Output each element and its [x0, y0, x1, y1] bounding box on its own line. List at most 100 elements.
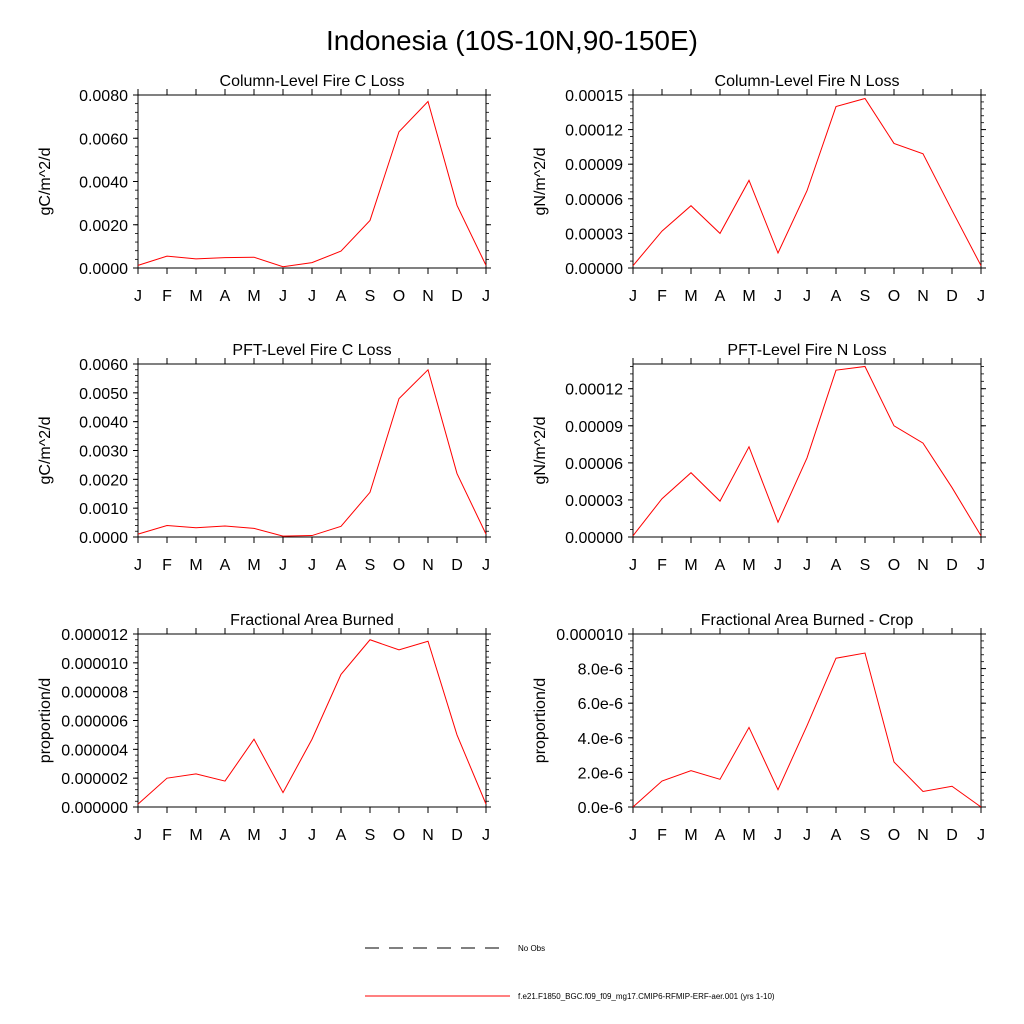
- x-tick-label: S: [365, 288, 376, 305]
- series-line: [632, 652, 982, 808]
- x-tick-label: O: [393, 557, 405, 574]
- x-tick-label: N: [422, 288, 434, 305]
- x-tick-label: A: [831, 288, 842, 305]
- y-tick-label: 2.0e-6: [578, 765, 623, 782]
- x-tick-label: F: [162, 288, 172, 305]
- x-tick-label: J: [482, 557, 490, 574]
- y-tick-label: 0.00006: [565, 456, 623, 473]
- x-tick-label: O: [393, 827, 405, 844]
- x-tick-label: J: [977, 827, 985, 844]
- panel-title: PFT-Level Fire C Loss: [232, 342, 391, 359]
- series-line: [137, 368, 487, 537]
- x-tick-label: D: [946, 827, 958, 844]
- x-tick-label: O: [888, 827, 900, 844]
- panel-title: Fractional Area Burned: [230, 612, 394, 629]
- plot-frame: [632, 633, 982, 808]
- y-axis-label: proportion/d: [37, 678, 54, 763]
- x-tick-label: N: [422, 827, 434, 844]
- y-tick-label: 0.0040: [79, 175, 128, 192]
- x-tick-label: M: [742, 827, 755, 844]
- y-tick-label: 0.0020: [79, 472, 128, 489]
- chart-panel-3: PFT-Level Fire C Loss 0.0000 0.0010 0.0020 0…: [37, 342, 491, 574]
- x-tick-label: J: [134, 288, 142, 305]
- y-tick-label: 0.000006: [61, 714, 128, 731]
- y-tick-label: 0.0060: [79, 357, 128, 374]
- x-tick-label: F: [657, 827, 667, 844]
- plot-frame: [632, 363, 982, 538]
- y-tick-label: 0.00000: [565, 530, 623, 547]
- x-tick-label: S: [860, 827, 871, 844]
- x-tick-label: M: [742, 288, 755, 305]
- y-tick-label: 4.0e-6: [578, 731, 623, 748]
- x-tick-label: J: [308, 827, 316, 844]
- x-tick-label: F: [657, 557, 667, 574]
- x-tick-label: D: [451, 557, 463, 574]
- x-tick-label: M: [247, 557, 260, 574]
- y-axis-label: gN/m^2/d: [532, 148, 549, 216]
- panels-container: Column-Level Fire C Loss 0.0000 0.0020 0.00…: [37, 73, 986, 844]
- x-tick-label: J: [803, 557, 811, 574]
- x-tick-label: J: [134, 827, 142, 844]
- y-tick-label: 0.0060: [79, 131, 128, 148]
- x-tick-label: M: [684, 288, 697, 305]
- y-tick-label: 0.00012: [565, 382, 623, 399]
- x-tick-label: M: [684, 827, 697, 844]
- y-tick-label: 0.00006: [565, 192, 623, 209]
- legend-model-label: f.e21.F1850_BGC.f09_f09_mg17.CMIP6-RFMIP…: [518, 992, 775, 1001]
- y-tick-label: 8.0e-6: [578, 662, 623, 679]
- y-tick-label: 0.0080: [79, 88, 128, 105]
- chart-panel-2: Column-Level Fire N Loss 0.00000 0.00003 0.…: [532, 73, 986, 305]
- y-axis-label: gN/m^2/d: [532, 417, 549, 485]
- x-tick-label: J: [803, 288, 811, 305]
- x-tick-label: J: [774, 557, 782, 574]
- x-tick-label: M: [189, 827, 202, 844]
- x-tick-label: D: [451, 288, 463, 305]
- x-tick-label: J: [774, 288, 782, 305]
- y-tick-label: 0.000010: [556, 627, 623, 644]
- x-tick-label: A: [715, 827, 726, 844]
- legend-obs-label: No Obs: [518, 944, 545, 953]
- y-tick-label: 0.000010: [61, 656, 128, 673]
- x-tick-label: A: [715, 288, 726, 305]
- y-tick-label: 0.00012: [565, 123, 623, 140]
- x-tick-label: M: [742, 557, 755, 574]
- main-title: Indonesia (10S-10N,90-150E): [326, 25, 698, 56]
- panel-title: Fractional Area Burned - Crop: [701, 612, 914, 629]
- panel-title: PFT-Level Fire N Loss: [727, 342, 886, 359]
- x-tick-label: F: [162, 827, 172, 844]
- y-axis-label: proportion/d: [532, 678, 549, 763]
- x-tick-label: M: [189, 288, 202, 305]
- x-tick-label: A: [220, 557, 231, 574]
- x-tick-label: D: [946, 288, 958, 305]
- x-tick-label: M: [189, 557, 202, 574]
- y-tick-label: 0.00015: [565, 88, 623, 105]
- x-tick-label: J: [308, 557, 316, 574]
- x-tick-label: J: [977, 557, 985, 574]
- x-tick-label: A: [336, 557, 347, 574]
- y-tick-label: 0.000000: [61, 800, 128, 817]
- x-tick-label: A: [220, 827, 231, 844]
- legend: No Obs f.e21.F1850_BGC.f09_f09_mg17.CMIP…: [365, 944, 775, 1001]
- x-tick-label: A: [831, 827, 842, 844]
- panel-title: Column-Level Fire N Loss: [715, 73, 900, 90]
- x-tick-label: J: [279, 827, 287, 844]
- x-tick-label: S: [365, 827, 376, 844]
- chart-panel-4: PFT-Level Fire N Loss 0.00000 0.00003 0.000…: [532, 342, 986, 574]
- x-tick-label: N: [917, 557, 929, 574]
- x-tick-label: D: [946, 557, 958, 574]
- y-tick-label: 6.0e-6: [578, 696, 623, 713]
- y-tick-label: 0.0010: [79, 501, 128, 518]
- x-tick-label: A: [831, 557, 842, 574]
- y-tick-label: 0.00009: [565, 157, 623, 174]
- y-tick-label: 0.0040: [79, 415, 128, 432]
- series-line: [632, 365, 982, 537]
- x-tick-label: O: [393, 288, 405, 305]
- x-tick-label: A: [336, 827, 347, 844]
- x-tick-label: M: [247, 827, 260, 844]
- x-tick-label: F: [657, 288, 667, 305]
- y-tick-label: 0.00003: [565, 493, 623, 510]
- x-tick-label: J: [308, 288, 316, 305]
- y-tick-label: 0.0000: [79, 530, 128, 547]
- x-tick-label: A: [336, 288, 347, 305]
